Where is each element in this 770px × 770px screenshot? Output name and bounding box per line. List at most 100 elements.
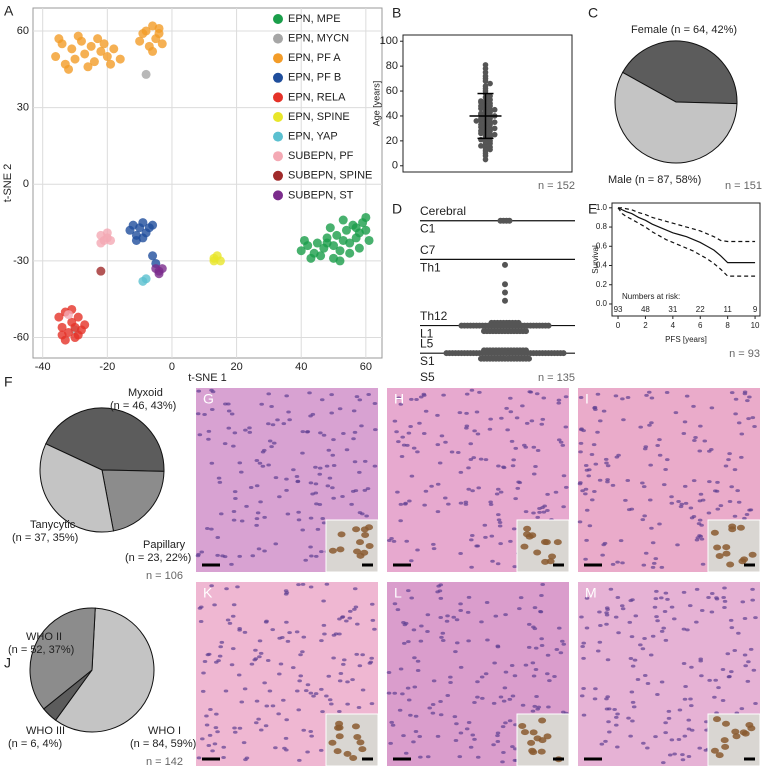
ihc-nucleus bbox=[353, 548, 362, 555]
point bbox=[115, 54, 125, 64]
nucleus bbox=[317, 472, 323, 476]
nucleus bbox=[303, 558, 308, 562]
nucleus bbox=[651, 561, 657, 565]
nucleus bbox=[242, 687, 248, 691]
nucleus bbox=[586, 474, 592, 478]
at-risk: 9 bbox=[753, 305, 758, 314]
nucleus bbox=[331, 438, 336, 442]
dot-row bbox=[502, 261, 508, 268]
legend-marker bbox=[273, 190, 283, 201]
nucleus bbox=[692, 439, 697, 443]
nucleus bbox=[682, 420, 688, 424]
nucleus bbox=[466, 595, 472, 599]
nucleus bbox=[720, 699, 726, 703]
nucleus bbox=[681, 627, 687, 631]
dot-row bbox=[497, 217, 513, 224]
legend-marker bbox=[273, 92, 283, 103]
nucleus bbox=[225, 618, 231, 622]
nucleus bbox=[418, 395, 424, 399]
nucleus bbox=[264, 619, 269, 623]
nucleus bbox=[683, 501, 689, 505]
nucleus bbox=[578, 450, 583, 454]
nucleus bbox=[732, 468, 738, 472]
point bbox=[141, 274, 151, 284]
nucleus bbox=[229, 663, 235, 667]
nucleus bbox=[276, 712, 281, 716]
nucleus bbox=[457, 755, 463, 759]
x-axis-label: t-SNE 1 bbox=[188, 372, 227, 384]
nucleus bbox=[556, 401, 562, 405]
plot-area bbox=[611, 202, 761, 317]
legend-label: EPN, MPE bbox=[288, 13, 341, 25]
point bbox=[135, 36, 145, 46]
nucleus bbox=[748, 508, 754, 512]
nucleus bbox=[430, 703, 436, 707]
nucleus bbox=[540, 582, 545, 586]
dot-row bbox=[443, 350, 567, 357]
nucleus bbox=[219, 640, 225, 644]
y-axis-label: Age [years] bbox=[371, 81, 381, 127]
nucleus bbox=[353, 605, 359, 609]
ihc-nucleus bbox=[525, 533, 534, 540]
nucleus bbox=[444, 619, 450, 623]
nucleus bbox=[443, 440, 448, 444]
nucleus bbox=[621, 418, 626, 422]
nucleus bbox=[517, 607, 522, 611]
nucleus bbox=[464, 426, 469, 430]
nucleus bbox=[641, 741, 646, 745]
nucleus bbox=[650, 565, 656, 569]
point bbox=[102, 52, 112, 62]
dot-row bbox=[502, 289, 508, 296]
nucleus bbox=[406, 431, 412, 435]
legend-label: SUBEPN, ST bbox=[288, 189, 354, 201]
nucleus bbox=[327, 698, 333, 702]
legend-marker bbox=[273, 151, 283, 162]
nucleus bbox=[372, 464, 378, 468]
nucleus bbox=[520, 703, 526, 707]
nucleus bbox=[417, 735, 423, 739]
nucleus bbox=[321, 599, 326, 603]
ihc-nucleus bbox=[328, 547, 337, 554]
nucleus bbox=[747, 395, 752, 399]
nucleus bbox=[592, 405, 598, 409]
y-tick-label: 1.0 bbox=[596, 203, 608, 212]
nucleus bbox=[497, 521, 503, 525]
nucleus bbox=[478, 457, 484, 461]
nucleus bbox=[266, 422, 271, 426]
point bbox=[478, 128, 484, 134]
nucleus bbox=[663, 591, 669, 595]
legend-marker bbox=[273, 112, 283, 122]
nucleus bbox=[297, 758, 302, 762]
ihc-nucleus bbox=[738, 558, 747, 565]
nucleus bbox=[400, 435, 405, 439]
nucleus bbox=[357, 398, 363, 402]
nucleus bbox=[663, 721, 668, 725]
nucleus bbox=[727, 499, 733, 503]
nucleus bbox=[680, 753, 685, 757]
nucleus bbox=[664, 390, 670, 394]
slice-label: WHO III bbox=[26, 725, 65, 737]
nucleus bbox=[523, 663, 529, 667]
nucleus bbox=[709, 591, 715, 595]
point bbox=[86, 41, 96, 51]
nucleus bbox=[556, 398, 562, 402]
point bbox=[54, 34, 64, 44]
point bbox=[478, 103, 484, 109]
nucleus bbox=[427, 706, 432, 710]
nucleus bbox=[475, 755, 481, 759]
ihc-nucleus bbox=[360, 549, 369, 556]
nucleus bbox=[351, 409, 357, 413]
nucleus bbox=[508, 539, 513, 543]
nucleus bbox=[442, 496, 448, 500]
nucleus bbox=[556, 438, 562, 442]
nucleus bbox=[341, 658, 347, 662]
nucleus bbox=[545, 508, 550, 512]
nucleus bbox=[231, 444, 236, 448]
ihc-nucleus bbox=[352, 526, 361, 533]
nucleus bbox=[254, 523, 259, 527]
nucleus bbox=[455, 451, 461, 455]
nucleus bbox=[583, 487, 589, 491]
nucleus bbox=[641, 563, 647, 567]
nucleus bbox=[247, 430, 253, 434]
